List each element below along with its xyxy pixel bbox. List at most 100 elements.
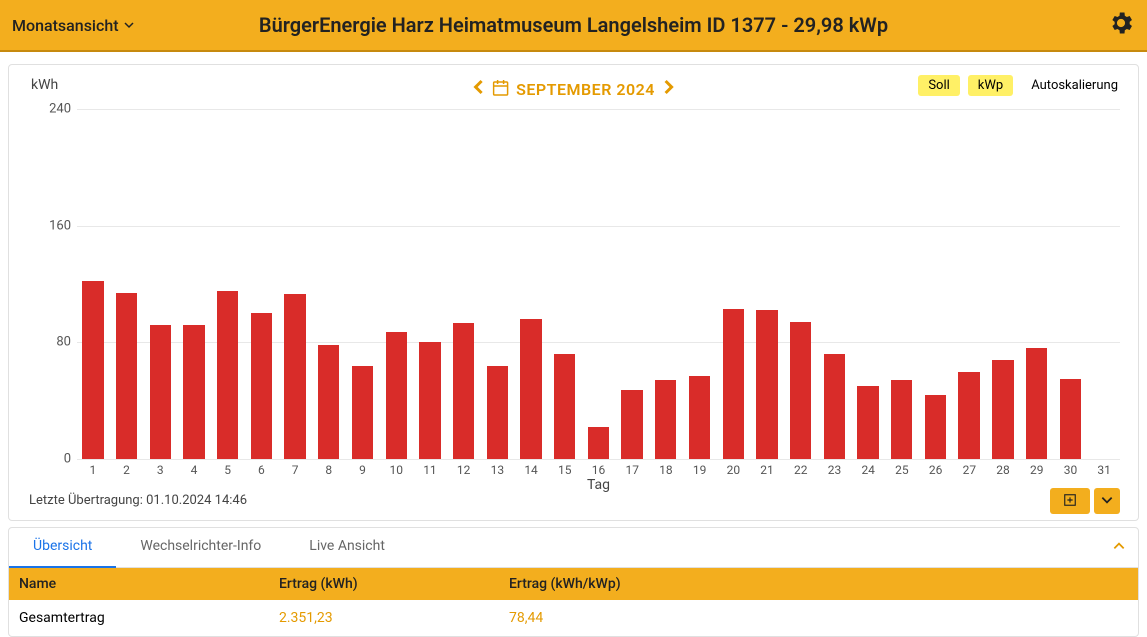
bars-container <box>77 109 1120 459</box>
x-tick-label: 30 <box>1064 463 1078 477</box>
x-tick-label: 31 <box>1097 463 1111 477</box>
tabs: Übersicht Wechselrichter-Info Live Ansic… <box>9 528 1138 568</box>
table-row: Gesamtertrag 2.351,23 78,44 <box>9 600 1138 636</box>
x-tick-label: 2 <box>123 463 130 477</box>
bar[interactable] <box>386 332 407 459</box>
x-tick-label: 11 <box>423 463 437 477</box>
export-button[interactable] <box>1050 488 1090 514</box>
bar[interactable] <box>689 376 710 459</box>
bar[interactable] <box>1026 348 1047 459</box>
y-tick-label: 240 <box>37 102 71 117</box>
tab-overview[interactable]: Übersicht <box>9 528 116 568</box>
view-selector[interactable]: Monatsansicht <box>12 16 135 35</box>
chevron-left-icon <box>472 79 484 95</box>
x-tick-label: 17 <box>625 463 639 477</box>
bar[interactable] <box>790 322 811 459</box>
cell-yield-kwh-kwp: 78,44 <box>509 610 739 626</box>
next-period-button[interactable] <box>663 79 675 100</box>
x-tick-label: 6 <box>258 463 265 477</box>
bar[interactable] <box>756 310 777 459</box>
view-selector-label: Monatsansicht <box>12 16 119 35</box>
bar[interactable] <box>82 281 103 459</box>
chevron-down-icon <box>123 16 135 35</box>
cell-name: Gesamtertrag <box>19 610 279 626</box>
x-tick-label: 14 <box>524 463 538 477</box>
bar[interactable] <box>588 427 609 459</box>
x-tick-label: 8 <box>325 463 332 477</box>
bar[interactable] <box>554 354 575 459</box>
chevron-up-icon <box>1112 538 1126 557</box>
bar[interactable] <box>1060 379 1081 459</box>
bar[interactable] <box>891 380 912 459</box>
export-icon <box>1063 492 1077 511</box>
x-tick-label: 12 <box>457 463 471 477</box>
bar[interactable] <box>520 319 541 459</box>
chart-panel: kWh SEPTEMBER 2024 Soll kWp Autoskalieru… <box>8 64 1139 521</box>
bar[interactable] <box>419 342 440 459</box>
y-tick-label: 160 <box>37 218 71 233</box>
chart-toggles: Soll kWp Autoskalierung <box>918 75 1128 96</box>
x-tick-label: 15 <box>558 463 572 477</box>
x-tick-label: 22 <box>794 463 808 477</box>
x-tick-label: 25 <box>895 463 909 477</box>
x-tick-label: 4 <box>191 463 198 477</box>
chevron-right-icon <box>663 79 675 95</box>
cell-yield-kwh: 2.351,23 <box>279 610 509 626</box>
bar[interactable] <box>992 360 1013 459</box>
header-name: Name <box>19 576 279 592</box>
bar[interactable] <box>318 345 339 459</box>
bar[interactable] <box>958 372 979 460</box>
header-yield-kwh: Ertrag (kWh) <box>279 576 509 592</box>
chart-plot-area: Tag 080160240123456789101112131415161718… <box>77 109 1120 489</box>
x-tick-label: 10 <box>389 463 403 477</box>
bar[interactable] <box>116 293 137 459</box>
x-tick-label: 13 <box>491 463 505 477</box>
y-tick-label: 0 <box>37 452 71 467</box>
bar[interactable] <box>857 386 878 459</box>
gear-icon <box>1107 22 1135 41</box>
bar[interactable] <box>723 309 744 459</box>
x-tick-label: 21 <box>760 463 774 477</box>
bar[interactable] <box>925 395 946 459</box>
tab-live-view[interactable]: Live Ansicht <box>285 528 409 567</box>
x-tick-label: 20 <box>727 463 741 477</box>
period-navigator: SEPTEMBER 2024 <box>472 79 675 100</box>
topbar: Monatsansicht BürgerEnergie Harz Heimatm… <box>0 0 1147 52</box>
x-tick-label: 9 <box>359 463 366 477</box>
kwp-toggle[interactable]: kWp <box>968 75 1013 96</box>
autoscale-toggle[interactable]: Autoskalierung <box>1021 75 1128 96</box>
bar[interactable] <box>621 390 642 459</box>
bar[interactable] <box>352 366 373 459</box>
prev-period-button[interactable] <box>472 79 484 100</box>
details-panel: Übersicht Wechselrichter-Info Live Ansic… <box>8 527 1139 637</box>
calendar-icon[interactable] <box>492 80 508 100</box>
table-header: Name Ertrag (kWh) Ertrag (kWh/kWp) <box>9 568 1138 600</box>
x-tick-label: 19 <box>693 463 707 477</box>
bar[interactable] <box>217 291 238 459</box>
settings-button[interactable] <box>1107 9 1135 41</box>
x-tick-label: 27 <box>963 463 977 477</box>
page-title: BürgerEnergie Harz Heimatmuseum Langelsh… <box>259 13 888 37</box>
x-tick-label: 1 <box>89 463 96 477</box>
x-tick-label: 28 <box>996 463 1010 477</box>
y-tick-label: 80 <box>37 335 71 350</box>
x-tick-label: 16 <box>592 463 606 477</box>
bar[interactable] <box>655 380 676 459</box>
x-tick-label: 23 <box>828 463 842 477</box>
bar[interactable] <box>824 354 845 459</box>
bar[interactable] <box>150 325 171 459</box>
bar[interactable] <box>284 294 305 459</box>
x-tick-label: 5 <box>224 463 231 477</box>
bar[interactable] <box>487 366 508 459</box>
tab-inverter-info[interactable]: Wechselrichter-Info <box>116 528 285 567</box>
expand-button[interactable] <box>1094 488 1120 514</box>
header-yield-kwh-kwp: Ertrag (kWh/kWp) <box>509 576 739 592</box>
x-tick-label: 29 <box>1030 463 1044 477</box>
bar[interactable] <box>251 313 272 459</box>
soll-toggle[interactable]: Soll <box>918 75 959 96</box>
x-tick-label: 3 <box>157 463 164 477</box>
bar[interactable] <box>183 325 204 459</box>
collapse-button[interactable] <box>1100 528 1138 567</box>
bar[interactable] <box>453 323 474 459</box>
period-label: SEPTEMBER 2024 <box>516 80 655 99</box>
